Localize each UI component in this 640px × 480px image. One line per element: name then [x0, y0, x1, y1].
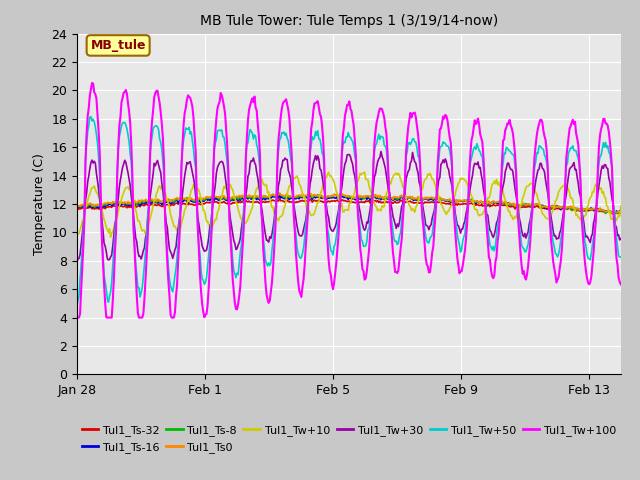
Line: Tul1_Tw+50: Tul1_Tw+50 — [77, 117, 621, 306]
Tul1_Tw+50 — [398, 218, 406, 224]
Tul1_Tw+100 — [398, 237, 406, 242]
Tul1_Ts0 — [520, 200, 527, 206]
Tul1_Tw+100 — [332, 261, 340, 266]
Tul1_Ts-16 — [520, 203, 527, 208]
Tul1_Tw+50 — [520, 246, 527, 252]
Tul1_Tw+30 — [520, 234, 527, 240]
Tul1_Ts-32 — [605, 209, 612, 215]
Tul1_Ts-32 — [617, 210, 625, 216]
Tul1_Tw+10 — [369, 198, 377, 204]
Tul1_Tw+10 — [332, 188, 340, 194]
Tul1_Tw+100 — [73, 315, 81, 321]
Tul1_Tw+30 — [73, 261, 81, 266]
Tul1_Ts-32 — [276, 196, 284, 202]
Tul1_Tw+30 — [332, 224, 339, 230]
Tul1_Ts-32 — [520, 204, 527, 210]
Tul1_Tw+10 — [107, 234, 115, 240]
Tul1_Ts-16 — [332, 195, 340, 201]
Tul1_Tw+50 — [605, 149, 612, 155]
Tul1_Ts0 — [73, 202, 81, 207]
Tul1_Tw+100 — [336, 212, 344, 218]
Tul1_Ts-8 — [608, 211, 616, 216]
Line: Tul1_Tw+30: Tul1_Tw+30 — [77, 152, 621, 264]
Tul1_Ts-16 — [617, 210, 625, 216]
Tul1_Tw+10 — [336, 198, 344, 204]
Tul1_Ts-16 — [605, 209, 612, 215]
Line: Tul1_Ts-16: Tul1_Ts-16 — [77, 195, 621, 213]
Title: MB Tule Tower: Tule Temps 1 (3/19/14-now): MB Tule Tower: Tule Temps 1 (3/19/14-now… — [200, 14, 498, 28]
Tul1_Ts0 — [307, 190, 314, 196]
Tul1_Tw+50 — [332, 234, 340, 240]
Tul1_Ts0 — [336, 192, 344, 197]
Tul1_Tw+10 — [399, 184, 406, 190]
Tul1_Tw+30 — [605, 175, 612, 181]
Tul1_Ts-16 — [73, 204, 81, 210]
Line: Tul1_Ts-32: Tul1_Ts-32 — [77, 199, 621, 214]
Line: Tul1_Tw+10: Tul1_Tw+10 — [77, 172, 621, 237]
Tul1_Ts0 — [369, 193, 376, 199]
Tul1_Ts-32 — [614, 211, 621, 216]
Tul1_Ts-16 — [369, 195, 376, 201]
Tul1_Ts-32 — [332, 198, 340, 204]
Tul1_Ts-8 — [398, 194, 406, 200]
Tul1_Ts0 — [617, 209, 625, 215]
Tul1_Tw+30 — [617, 236, 625, 241]
Line: Tul1_Ts-8: Tul1_Ts-8 — [77, 193, 621, 214]
Tul1_Ts-16 — [398, 194, 406, 200]
Tul1_Ts-8 — [73, 203, 81, 209]
Tul1_Tw+50 — [369, 194, 376, 200]
Tul1_Tw+100 — [369, 198, 376, 204]
Tul1_Ts-32 — [369, 198, 376, 204]
Tul1_Tw+100 — [617, 281, 625, 287]
Tul1_Tw+10 — [606, 209, 614, 215]
Tul1_Tw+100 — [605, 129, 612, 135]
Tul1_Tw+30 — [398, 204, 406, 209]
Tul1_Ts-16 — [336, 193, 344, 199]
Tul1_Ts-32 — [73, 205, 81, 211]
Y-axis label: Temperature (C): Temperature (C) — [33, 153, 45, 255]
Tul1_Tw+50 — [617, 254, 625, 260]
Tul1_Ts0 — [608, 210, 616, 216]
Tul1_Tw+100 — [88, 80, 96, 86]
Tul1_Tw+10 — [617, 203, 625, 209]
Line: Tul1_Ts0: Tul1_Ts0 — [77, 193, 621, 213]
Tul1_Ts0 — [398, 192, 406, 198]
Tul1_Ts0 — [332, 193, 340, 199]
Tul1_Ts-8 — [369, 194, 376, 200]
Tul1_Tw+50 — [73, 303, 81, 309]
Tul1_Tw+100 — [520, 268, 527, 274]
Tul1_Tw+30 — [377, 149, 385, 155]
Tul1_Ts-8 — [276, 191, 284, 196]
Line: Tul1_Tw+100: Tul1_Tw+100 — [77, 83, 621, 318]
Tul1_Tw+30 — [335, 208, 342, 214]
Tul1_Tw+10 — [521, 189, 529, 194]
Tul1_Ts-8 — [520, 202, 527, 208]
Tul1_Ts0 — [605, 208, 612, 214]
Tul1_Ts-8 — [605, 208, 612, 214]
Tul1_Ts-8 — [617, 210, 625, 216]
Tul1_Tw+50 — [336, 203, 344, 209]
Tul1_Tw+50 — [87, 114, 95, 120]
Tul1_Ts-32 — [336, 197, 344, 203]
Tul1_Tw+10 — [73, 232, 81, 238]
Tul1_Ts-8 — [336, 192, 344, 198]
Text: MB_tule: MB_tule — [90, 39, 146, 52]
Tul1_Tw+10 — [361, 169, 369, 175]
Tul1_Ts-8 — [332, 192, 340, 197]
Tul1_Ts-16 — [276, 192, 284, 198]
Legend: Tul1_Ts-32, Tul1_Ts-16, Tul1_Ts-8, Tul1_Ts0, Tul1_Tw+10, Tul1_Tw+30, Tul1_Tw+50,: Tul1_Ts-32, Tul1_Ts-16, Tul1_Ts-8, Tul1_… — [77, 421, 620, 457]
Tul1_Ts-32 — [398, 197, 406, 203]
Tul1_Tw+30 — [367, 199, 375, 204]
